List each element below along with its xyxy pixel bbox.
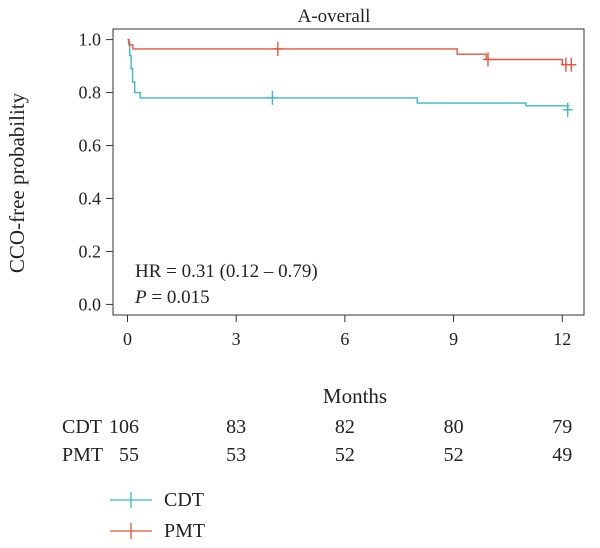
- risk-count-pmt: 52: [444, 444, 464, 466]
- legend: CDT PMT: [110, 489, 205, 542]
- legend-cdt-label: CDT: [164, 489, 204, 511]
- risk-count-cdt: 106: [109, 416, 139, 438]
- risk-count-cdt: 83: [226, 416, 246, 438]
- x-tick-label: 9: [449, 329, 458, 349]
- risk-table: CDT PMT 106 83 82 80 79 55 53 52 52 49: [62, 416, 572, 466]
- y-tick-label: 0.8: [79, 83, 102, 103]
- x-tick-label: 12: [553, 329, 571, 349]
- y-tick-label: 0.2: [79, 241, 102, 261]
- risk-count-pmt: 53: [226, 444, 246, 466]
- x-tick-label: 0: [123, 329, 132, 349]
- y-tick-label: 1.0: [79, 30, 102, 50]
- x-axis-label: Months: [323, 384, 387, 408]
- chart-title: A-overall: [298, 6, 371, 27]
- p-label: P: [134, 287, 147, 308]
- p-annotation: P = 0.015: [134, 287, 210, 308]
- x-tick-label: 3: [232, 329, 241, 349]
- x-tick-label: 6: [340, 329, 349, 349]
- legend-pmt-label: PMT: [164, 520, 205, 542]
- y-tick-label: 0.4: [79, 188, 102, 208]
- risk-count-cdt: 80: [444, 416, 464, 438]
- y-axis: 0.0 0.2 0.4 0.6 0.8 1.0: [79, 30, 113, 314]
- y-axis-label: CCO-free probability: [5, 92, 29, 273]
- risk-row-name-pmt: PMT: [62, 444, 103, 466]
- risk-count-cdt: 79: [552, 416, 572, 438]
- y-tick-label: 0.6: [79, 136, 102, 156]
- p-value: = 0.015: [147, 287, 210, 308]
- y-tick-label: 0.0: [79, 294, 102, 314]
- plot-frame: [112, 28, 585, 316]
- risk-count-pmt: 52: [335, 444, 355, 466]
- risk-count-pmt: 55: [119, 444, 139, 466]
- curve-pmt: [127, 38, 574, 66]
- risk-row-name-cdt: CDT: [62, 416, 102, 438]
- risk-count-pmt: 49: [552, 444, 572, 466]
- survival-curves: [127, 38, 577, 117]
- risk-count-cdt: 82: [335, 416, 355, 438]
- x-axis: 0 3 6 9 12: [123, 315, 571, 349]
- hr-annotation: HR = 0.31 (0.12 – 0.79): [135, 261, 318, 282]
